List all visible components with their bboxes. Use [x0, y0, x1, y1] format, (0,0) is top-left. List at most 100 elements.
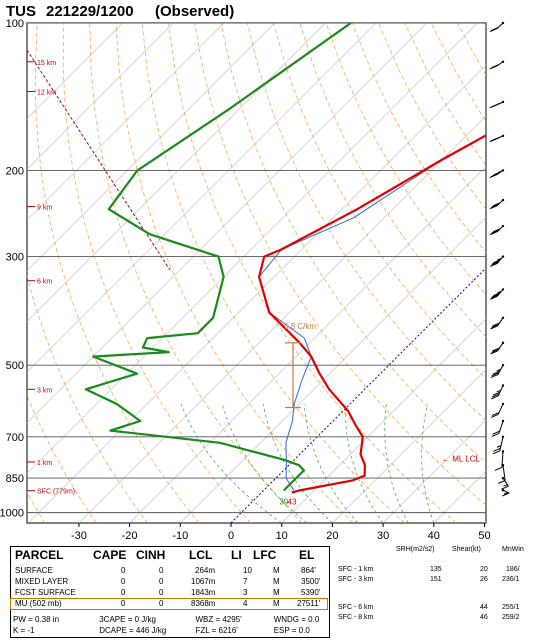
shear-layer: SFC - 6 km — [338, 604, 374, 611]
annotations: 15 km 12 km 9 km 6 km 3 km 1 km SFC (779m) 4339… — [27, 60, 480, 506]
wind-barb — [489, 169, 505, 179]
shear-table: SRH(m2/s2) Shear(kt) MnWin SFC - 1 km 13… — [334, 546, 536, 636]
indices-panel: PARCEL CAPE CINH LCL LI LFC EL SURFACE 0… — [0, 544, 536, 640]
isotherm-line — [230, 267, 486, 523]
parcel-row: SURFACE 0 0 264m 10 M 864' — [11, 566, 327, 576]
shear-mnwind: 236/1 — [502, 576, 520, 583]
shear-srh: 135 — [430, 566, 442, 573]
shear-row: SFC - 3 km 151 26 236/1 — [338, 576, 536, 585]
dry-adiabat-line — [220, 23, 486, 464]
dry-adiabat-line — [483, 23, 486, 28]
parcel-cinh: 0 — [159, 588, 164, 597]
isotherm-line — [27, 23, 377, 373]
station-id: TUS — [6, 3, 36, 20]
moist-adiabat-line — [262, 403, 333, 523]
pressure-tick-label: 700 — [6, 432, 24, 444]
parcel-el: 3500' — [301, 577, 321, 586]
dry-adiabat-line — [62, 23, 251, 523]
parcel-cinh: 0 — [159, 599, 164, 608]
footer-row: PW = 0.38 in 3CAPE = 0 J/kg WBZ = 4295' … — [13, 615, 334, 624]
col-header-srh: SRH(m2/s2) — [396, 546, 435, 553]
isotherm-line — [27, 23, 428, 424]
parcel-lcl: 1843m — [191, 588, 216, 597]
wind-barbs — [489, 21, 510, 497]
wind-barb — [489, 224, 505, 236]
parcel-name: SURFACE — [15, 566, 53, 575]
height-label: 12 km — [37, 89, 56, 96]
temperature-tick-label: 50 — [478, 530, 490, 542]
dcape-value: DCAPE = 446 J/kg — [99, 626, 167, 635]
shear-kt: 46 — [480, 614, 488, 621]
isotherm-line — [129, 166, 486, 523]
wind-barb — [492, 435, 505, 455]
surface-dewpoint-label: 39 — [279, 497, 288, 506]
wind-barb — [490, 316, 505, 330]
shear-row: SFC - 8 km 46 259/2 — [338, 614, 536, 623]
dry-adiabat-line — [351, 23, 486, 253]
isotherm-line — [332, 368, 486, 523]
col-header-lcl: LCL — [189, 548, 213, 562]
col-header-cinh: CINH — [136, 548, 166, 562]
background-lines — [27, 23, 536, 523]
parcel-lfc: M — [273, 577, 280, 586]
dry-adiabat-line — [194, 23, 486, 506]
parcel-lcl: 1067m — [191, 577, 216, 586]
shear-layer: SFC - 1 km — [338, 566, 374, 573]
pw-value: PW = 0.38 in — [13, 615, 60, 624]
col-header-lfc: LFC — [253, 548, 277, 562]
wind-barb — [490, 341, 505, 355]
col-header-mnwind: MnWin — [502, 546, 524, 553]
dry-adiabat-line — [115, 23, 354, 523]
wind-barb — [489, 198, 505, 210]
isotherm-line — [281, 318, 486, 523]
fzl-value: FZL = 6216' — [195, 626, 238, 635]
shear-srh: 151 — [430, 576, 442, 583]
wind-barb — [490, 384, 505, 400]
parcel-lfc: M — [273, 599, 280, 608]
parcel-row: MIXED LAYER 0 0 1067m 7 M 3500' — [11, 577, 327, 587]
wind-barb — [489, 100, 505, 109]
parcel-lcl: 8368m — [191, 599, 216, 608]
shear-kt: 44 — [480, 604, 488, 611]
temperature-line — [258, 134, 486, 494]
wind-barb — [490, 288, 505, 300]
temperature-tick-label: 30 — [377, 530, 389, 542]
pressure-tick-label: 850 — [6, 473, 24, 485]
parcel-name: FCST SURFACE — [15, 588, 76, 597]
ml-lcl-label: ← ML LCL — [442, 454, 480, 463]
3cape-value: 3CAPE = 0 J/kg — [99, 615, 156, 624]
parcel-el: 27511' — [297, 599, 321, 608]
parcel-cinh: 0 — [159, 566, 164, 575]
mixing-ratio-line — [27, 49, 171, 271]
pressure-tick-label: 100 — [6, 18, 24, 30]
dry-adiabat-line — [34, 23, 200, 523]
moist-adiabat-line — [180, 403, 282, 523]
isotherm-line — [78, 115, 486, 523]
wind-barb — [494, 450, 505, 471]
moist-adiabat-line — [384, 403, 409, 523]
dry-adiabat-line — [325, 23, 486, 296]
shear-mnwind: 186/ — [506, 566, 520, 573]
temperature-tick-label: 0 — [228, 530, 234, 542]
wind-barb — [501, 476, 509, 490]
parcel-trace-line — [258, 134, 486, 491]
parcel-name: MU (502 mb) — [15, 599, 62, 608]
parcel-row-highlighted: MU (502 mb) 0 0 8368m 4 M 27511' — [10, 598, 328, 610]
col-header-shear: Shear(kt) — [452, 546, 481, 553]
dry-adiabat-line — [510, 23, 536, 523]
footer-row: K = -1 DCAPE = 446 J/kg FZL = 6216' ESP … — [13, 626, 334, 635]
pressure-tick-label: 1000 — [0, 508, 24, 520]
parcel-lfc: M — [273, 566, 280, 575]
temperature-tick-label: 10 — [276, 530, 288, 542]
parcel-li: 7 — [243, 577, 248, 586]
isotherm-line — [27, 23, 478, 474]
wind-barb — [489, 134, 505, 143]
parcel-li: 3 — [243, 588, 248, 597]
wind-barb — [490, 402, 505, 418]
parcel-cape: 0 — [121, 577, 126, 586]
moist-adiabat-line — [344, 403, 384, 523]
col-header-parcel: PARCEL — [15, 548, 64, 562]
parcel-cape: 0 — [121, 588, 126, 597]
moist-adiabat-line — [303, 403, 359, 523]
dry-adiabat-line — [27, 274, 148, 523]
